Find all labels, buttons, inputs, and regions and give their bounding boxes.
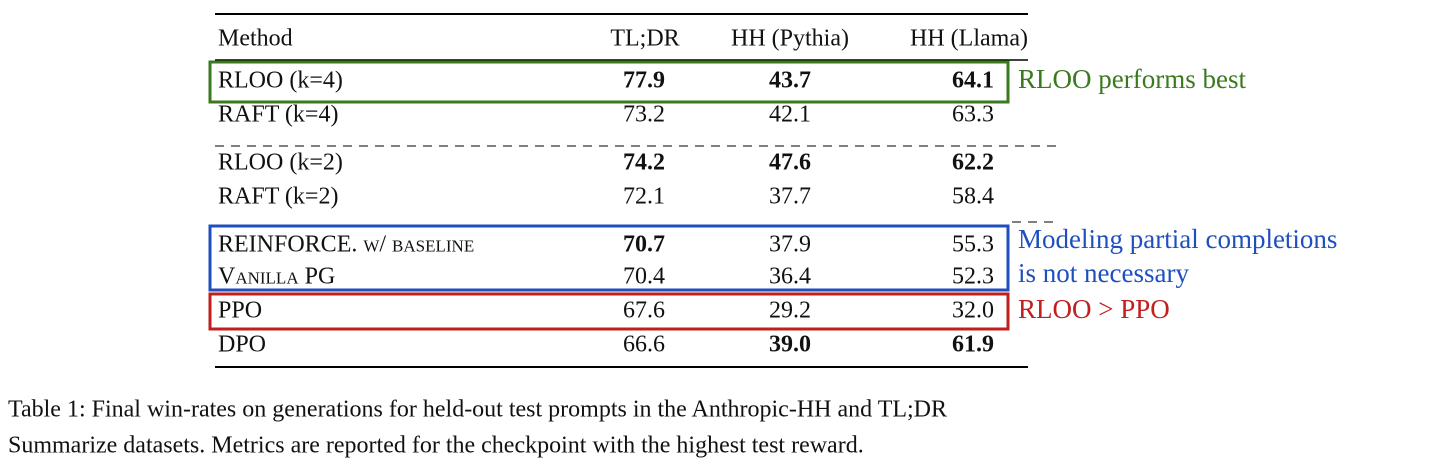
highlight-box: [208, 224, 1010, 292]
annotation: RLOO performs best: [1018, 64, 1246, 94]
table-cell: 63.3: [952, 102, 994, 128]
annotation: is not necessary: [1018, 258, 1189, 288]
table-cell: 32.0: [952, 298, 994, 324]
header-cell: HH (Llama): [910, 26, 1028, 52]
table-cell: RLOO (k=2): [218, 150, 343, 176]
table-cell: RAFT (k=4): [218, 102, 338, 128]
table-cell: 37.7: [769, 184, 811, 210]
table-cell: 58.4: [952, 184, 994, 210]
highlight-box: [208, 60, 1010, 104]
table-cell: 42.1: [769, 102, 811, 128]
table-cell: 29.2: [769, 298, 811, 324]
table-cell: 61.9: [952, 332, 994, 358]
annotation: RLOO > PPO: [1018, 294, 1170, 324]
table-cell: DPO: [218, 332, 266, 358]
table-cell: 47.6: [769, 150, 811, 176]
table-cell: 66.6: [623, 332, 665, 358]
table-cell: 74.2: [623, 150, 665, 176]
table-cell: 36.4: [769, 264, 811, 290]
caption-line: Table 1: Final win-rates on generations …: [8, 397, 947, 423]
table-cell: 39.0: [769, 332, 811, 358]
caption-line: Summarize datasets. Metrics are reported…: [8, 433, 864, 459]
table-cell: 55.3: [952, 232, 994, 258]
annotation: Modeling partial completions: [1018, 224, 1337, 254]
table-cell: 43.7: [769, 68, 811, 94]
table-cell: RAFT (k=2): [218, 184, 338, 210]
table-cell: 70.4: [623, 264, 665, 290]
table-cell: 67.6: [623, 298, 665, 324]
highlight-box: [208, 292, 1010, 331]
header-cell: Method: [218, 26, 293, 52]
table-cell: PPO: [218, 298, 262, 324]
table-cell: 52.3: [952, 264, 994, 290]
table-cell: 70.7: [623, 232, 665, 258]
table-cell: 64.1: [952, 68, 994, 94]
header-cell: TL;DR: [610, 26, 679, 52]
table-cell: 72.1: [623, 184, 665, 210]
table-cell: 77.9: [623, 68, 665, 94]
table-cell: 37.9: [769, 232, 811, 258]
table-cell: Vanilla PG: [218, 264, 335, 290]
table-cell: 62.2: [952, 150, 994, 176]
table-cell: 73.2: [623, 102, 665, 128]
table-cell: REINFORCE. w/ baseline: [218, 232, 474, 258]
header-cell: HH (Pythia): [731, 26, 849, 52]
table-cell: RLOO (k=4): [218, 68, 343, 94]
